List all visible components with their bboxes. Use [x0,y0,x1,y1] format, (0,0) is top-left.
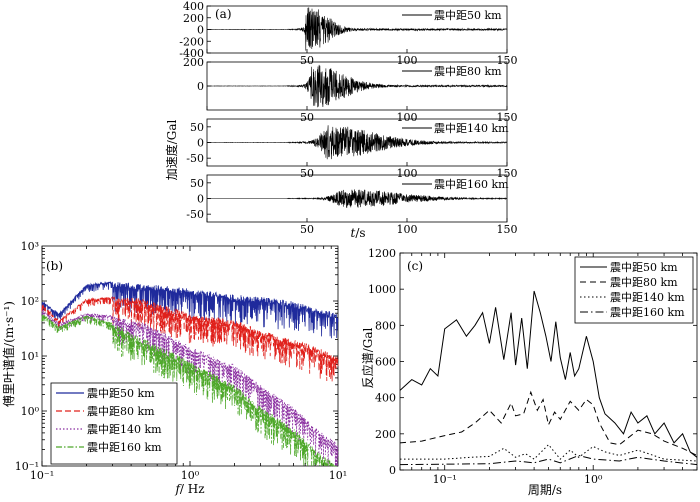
panel-a-ytick-label: 400 [183,0,204,13]
panel-a-xtick-label: 100 [397,167,418,180]
panel-c-ytick-label: 200 [375,428,396,441]
panel-a-trace-2 [207,64,508,108]
panel-c: (c) 反应谱/Gal 周期/s 0 200 400 600 800 1000 1200 10… [360,247,698,497]
panel-a-ylabel: 加速度/Gal [164,120,179,181]
panel-b-ytick-label: 10³ [21,240,39,253]
panel-a-ytick-label: 0 [197,137,204,150]
panel-a-ytick-label: 200 [183,12,204,25]
panel-a-ytick-label: -200 [179,35,204,48]
panel-b-xtick-label: 10⁰ [181,469,200,482]
panel-c-ytick-label: 1200 [368,247,396,260]
panel-b-legend-label-1: 震中距50 km [87,387,155,400]
panel-c-ylabel: 反应谱/Gal [360,328,375,389]
panel-a-ytick-label: 0 [197,193,204,206]
panel-a-legend-label-1: 震中距50 km [434,9,502,22]
panel-b-legend-label-2: 震中距80 km [87,405,155,418]
panel-c-series-3 [400,443,698,462]
panel-a-ytick-label: 0 [197,80,204,93]
panel-a-legend-label-2: 震中距80 km [434,65,502,78]
panel-b-series-4 [41,314,338,467]
panel-a-ytick-label: -50 [186,208,204,221]
panel-b-xtick-label: 10¹ [329,469,347,482]
panel-a-xtick-label: 50 [300,223,314,236]
panel-c-ytick-label: 0 [389,464,396,477]
panel-b-ytick-label: 10² [21,295,39,308]
panel-c-label: (c) [407,259,423,273]
panel-b-legend-label-3: 震中距140 km [87,423,162,436]
panel-b-legend-box [50,382,178,465]
panel-c-series-1 [399,290,698,458]
panel-a-xlabel: t/s [350,226,365,240]
panel-a-xlabel-var: t [350,226,355,240]
panel-c-ytick-label: 800 [375,319,396,332]
panel-c-xtick-label: 10⁰ [584,473,603,486]
panel-a-legend-label-4: 震中距160 km [434,178,509,191]
panel-a-ytick-label: 50 [190,177,204,190]
panel-c-legend-label-2: 震中距80 km [610,276,678,289]
panel-a-xtick-label: 150 [497,167,518,180]
panel-b-xlabel-unit: / Hz [180,482,205,496]
panel-a-ytick-label: -400 [179,47,204,60]
panel-c-legend-label-4: 震中距160 km [610,306,685,319]
panel-b-series-2 [41,296,339,382]
panel-b-legend-label-4: 震中距160 km [87,441,162,454]
panel-c-legend-box [574,256,694,324]
panel-a-trace-3 [206,125,508,160]
panel-b-ytick-label: 10⁻¹ [15,460,39,473]
panel-c-legend-label-3: 震中距140 km [610,291,685,304]
panel-a-label: (a) [215,7,232,21]
panel-a-xtick-label: 150 [497,54,518,67]
panel-a-xlabel-unit: /s [355,226,365,240]
panel-c-ytick-label: 600 [375,356,396,369]
panel-a-xtick-label: 150 [497,111,518,124]
panel-b-xtick-label: 10⁻¹ [30,469,54,482]
panel-a-ytick-label: 200 [183,56,204,69]
panel-a-trace-1 [206,7,508,51]
panel-c-legend-label-1: 震中距50 km [610,261,678,274]
panel-a-ytick-label: 0 [197,24,204,37]
panel-c-ytick-label: 1000 [368,283,396,296]
panel-a-xtick-label: 50 [300,167,314,180]
panel-a-xtick-label: 100 [397,54,418,67]
panel-b-label: (b) [46,259,63,273]
panel-c-ytick-label: 400 [375,392,396,405]
panel-c-xtick-label: 10⁻¹ [433,473,457,486]
panel-b-xlabel: f/ Hz [174,482,204,496]
panel-b-series-1 [41,280,339,339]
panel-b: (b) 傅里叶谱值/(m·s⁻¹) f/ Hz 10⁻¹ 10⁰ 10¹ 10⁻¹ 10… [1,240,347,496]
panel-a-ytick-label: -50 [186,152,204,165]
panel-a-trace-4 [207,189,508,208]
panel-b-xlabel-var: f [174,482,182,496]
panel-b-ytick-label: 10⁰ [21,405,40,418]
panel-a-xtick-label: 150 [497,223,518,236]
panel-c-series-2 [399,390,698,456]
panel-a-legend-label-3: 震中距140 km [434,122,509,135]
panel-b-ytick-label: 10¹ [21,350,39,363]
panel-a-xtick-label: 100 [397,223,418,236]
panel-b-ylabel: 傅里叶谱值/(m·s⁻¹) [1,301,16,407]
panel-a-xtick-label: 100 [397,111,418,124]
panel-a-ytick-label: 50 [190,121,204,134]
panel-a-xtick-label: 50 [300,54,314,67]
panel-a-xtick-label: 50 [300,111,314,124]
panel-c-xlabel: 周期/s [528,483,562,497]
panel-c-series-4 [399,454,698,466]
